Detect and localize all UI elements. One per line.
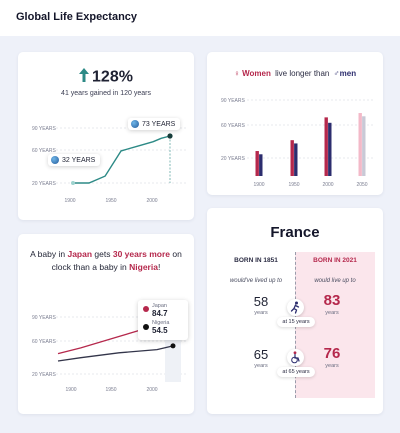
bar-men — [294, 143, 298, 176]
row2-pill: at 65 years — [277, 367, 315, 377]
x-tick-label: 1900 — [253, 182, 264, 188]
gain-series-line — [73, 135, 171, 184]
legend-name-japan: Japan — [152, 303, 167, 309]
card-global-gain: 128% 41 years gained in 120 years 90 YEA… — [18, 52, 194, 220]
y-tick-label: 90 YEARS — [32, 126, 56, 132]
row1-pill: at 15 years — [277, 317, 315, 327]
x-tick-label: 1950 — [105, 387, 116, 393]
x-tick-label: 1950 — [288, 182, 299, 188]
x-tick-label: 2000 — [146, 387, 157, 393]
row2-right-value: 76 — [323, 345, 341, 362]
card-gender: ♀ Women live longer than ♂men 90 YEARS 60… — [207, 52, 383, 195]
bar-women — [358, 113, 362, 176]
page-title: Global Life Expectancy — [16, 11, 138, 23]
globe-icon — [51, 156, 59, 164]
row1-left-value: 58 — [253, 294, 269, 309]
bar-women — [255, 151, 259, 176]
gender-middle-text: live longer than — [275, 69, 330, 78]
bar-women — [290, 140, 294, 176]
nations-text: on clock than a baby in — [51, 249, 182, 272]
row1-left-unit: years — [254, 310, 268, 316]
country-b: Nigeria — [129, 261, 158, 272]
y-tick-label: 60 YEARS — [32, 339, 56, 345]
up-arrow-icon — [79, 68, 90, 87]
legend-name-nigeria: Nigeria — [152, 320, 170, 326]
wheelchair-icon — [287, 349, 304, 366]
women-label: Women — [242, 69, 271, 78]
x-tick-label: 1900 — [64, 198, 75, 204]
nations-legend: Japan 84.7 Nigeria 54.5 — [138, 300, 188, 340]
nigeria-series-line — [57, 345, 174, 362]
series-point-end — [167, 133, 173, 139]
row2-left-unit: years — [254, 363, 268, 369]
bar-men — [259, 154, 263, 176]
end-value-label: 73 YEARS — [142, 120, 176, 128]
legend-dot-nigeria — [143, 324, 149, 330]
globe-icon — [131, 120, 139, 128]
headline-row: 128% — [18, 68, 194, 87]
legend-value-nigeria: 54.5 — [152, 326, 168, 335]
start-value-label: 32 YEARS — [62, 156, 96, 164]
row2-left-value: 65 — [253, 347, 269, 362]
end-value-tag: 73 YEARS — [128, 118, 181, 130]
x-tick-label: 1950 — [105, 198, 116, 204]
row2-right-unit: years — [325, 363, 339, 369]
female-symbol-icon: ♀ — [233, 69, 240, 78]
x-tick-label: 1900 — [65, 387, 76, 393]
gender-title: ♀ Women live longer than ♂men — [207, 69, 383, 78]
row1-right-value: 83 — [323, 292, 341, 309]
x-tick-label: 2000 — [146, 198, 157, 204]
series-point-start — [71, 181, 75, 185]
top-bar: Global Life Expectancy — [0, 0, 400, 36]
card-nations: A baby in Japan gets 30 years more on cl… — [18, 234, 194, 414]
gender-grid — [243, 99, 375, 159]
nations-text: ! — [157, 261, 161, 272]
y-tick-label: 20 YEARS — [32, 181, 56, 187]
nations-chart: 90 YEARS 60 YEARS 20 YEARS 1900 1950 2000 — [32, 315, 186, 393]
bar-women — [324, 117, 328, 176]
legend-dot-japan — [143, 306, 149, 312]
left-caption: would've lived up to — [229, 278, 283, 284]
years-gap: 30 years more — [112, 249, 171, 259]
nigeria-end-point — [170, 343, 176, 349]
male-symbol-icon: ♂ — [333, 69, 340, 78]
gain-subtitle: 41 years gained in 120 years — [61, 90, 151, 97]
end-highlight-band — [165, 334, 181, 382]
x-tick-label: 2000 — [322, 182, 333, 188]
nations-text: gets — [92, 249, 113, 259]
gain-headline: 128% — [92, 68, 133, 86]
gain-chart: 90 YEARS 60 YEARS 20 YEARS 1900 1950 2000 — [32, 126, 186, 204]
bar-men — [328, 122, 332, 176]
right-caption: would live up to — [314, 278, 356, 284]
nations-headline: A baby in Japan gets 30 years more on cl… — [28, 248, 184, 273]
card-france: France BORN IN 1851 BORN IN 2021 would'v… — [207, 208, 383, 414]
y-tick-label: 60 YEARS — [221, 123, 245, 129]
left-header: BORN IN 1851 — [234, 257, 278, 264]
france-title: France — [270, 224, 320, 241]
legend-value-japan: 84.7 — [152, 309, 168, 318]
y-tick-label: 20 YEARS — [221, 156, 245, 162]
gender-chart: 90 YEARS 60 YEARS 20 YEARS 1900 1950 2000 205… — [221, 98, 375, 188]
start-value-tag: 32 YEARS — [48, 154, 101, 166]
right-header: BORN IN 2021 — [313, 257, 357, 264]
men-label: men — [339, 69, 357, 78]
bar-men — [362, 116, 366, 176]
y-tick-label: 90 YEARS — [221, 98, 245, 104]
runner-icon — [287, 299, 304, 316]
row1-right-unit: years — [325, 310, 339, 316]
x-tick-label: 2050 — [356, 182, 367, 188]
y-tick-label: 60 YEARS — [32, 148, 56, 154]
y-tick-label: 20 YEARS — [32, 372, 56, 378]
country-a: Japan — [67, 249, 93, 259]
nations-text: A baby in — [30, 249, 68, 259]
y-tick-label: 90 YEARS — [32, 315, 56, 321]
